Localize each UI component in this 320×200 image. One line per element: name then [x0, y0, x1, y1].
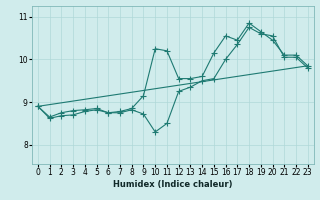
- X-axis label: Humidex (Indice chaleur): Humidex (Indice chaleur): [113, 180, 233, 189]
